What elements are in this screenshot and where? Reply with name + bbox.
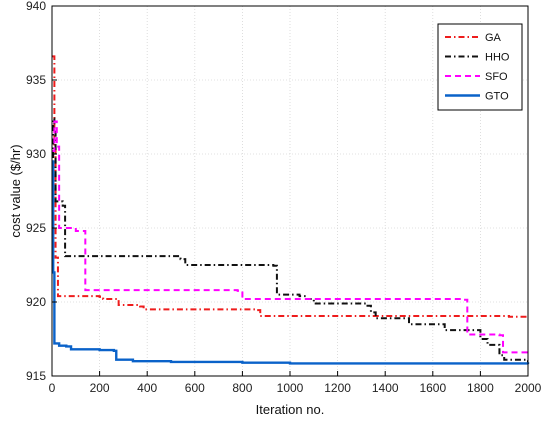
y-tick-label: 925 [26,221,46,235]
y-tick-label: 930 [26,147,46,161]
series-line-sfo [52,120,528,354]
ticks: 0 200 400 600 800 1000 1200 1400 1600 1800 2000 915… [26,0,542,395]
x-tick-label: 1800 [467,381,494,395]
x-tick-label: 200 [90,381,110,395]
x-tick-label: 1200 [324,381,351,395]
x-axis-label: Iteration no. [256,402,325,417]
legend-label-sfo: SFO [485,71,508,83]
legend: GA HHO SFO GTO [437,23,523,111]
y-tick-label: 920 [26,295,46,309]
x-tick-label: 2000 [515,381,542,395]
x-tick-label: 1000 [277,381,304,395]
y-axis-label: cost value ($/hr) [8,144,23,237]
x-tick-label: 1400 [372,381,399,395]
y-tick-label: 935 [26,73,46,87]
legend-label-hho: HHO [485,52,510,64]
series-line-ga [52,55,528,318]
series-lines [51,55,530,365]
legend-label-gto: GTO [485,91,509,103]
x-tick-label: 600 [185,381,205,395]
series-line-gto [51,160,530,365]
y-tick-label: 915 [26,369,46,383]
y-tick-label: 940 [26,0,46,13]
x-tick-label: 800 [232,381,252,395]
x-tick-label: 1600 [419,381,446,395]
x-tick-label: 400 [137,381,157,395]
legend-label-ga: GA [485,32,502,44]
x-tick-label: 0 [49,381,56,395]
